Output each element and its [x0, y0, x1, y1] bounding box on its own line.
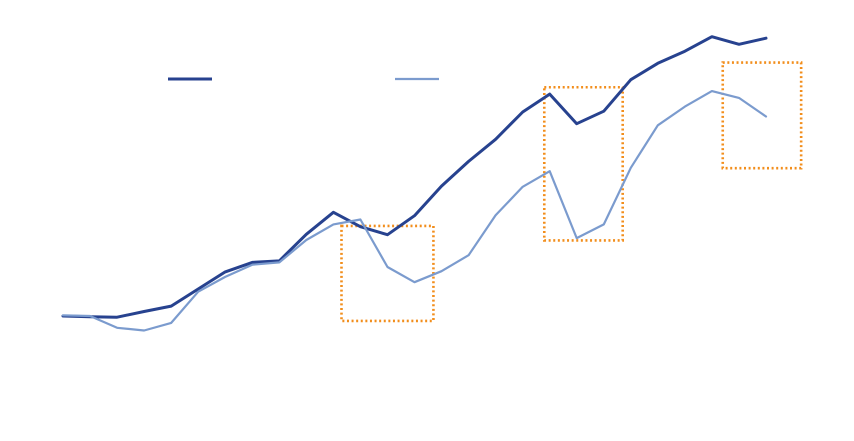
highlight-box-1 — [340, 224, 435, 323]
highlight-boxes — [340, 61, 803, 323]
series-lines — [61, 35, 768, 332]
highlight-box-2 — [542, 85, 624, 242]
highlight-box-3 — [721, 61, 803, 170]
series-line-2 — [61, 89, 768, 332]
series-line-1 — [61, 35, 768, 319]
